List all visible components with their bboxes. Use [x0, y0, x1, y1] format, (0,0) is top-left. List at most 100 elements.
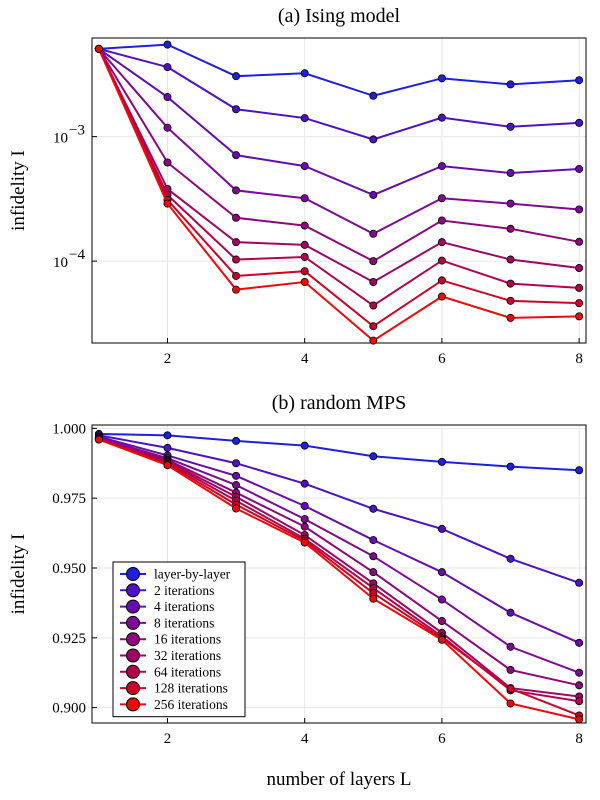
data-point — [437, 162, 446, 171]
data-point — [437, 595, 446, 604]
data-point — [369, 452, 378, 461]
data-point — [575, 264, 584, 273]
data-point — [437, 113, 446, 122]
y-tick-exponent: −4 — [69, 247, 85, 263]
data-point — [300, 194, 309, 203]
data-point — [369, 229, 378, 238]
series-layer-by-layer — [94, 40, 584, 100]
legend-swatch-marker — [126, 632, 140, 647]
data-point — [575, 697, 584, 706]
data-point — [232, 285, 241, 294]
data-point — [506, 462, 515, 471]
series-line — [98, 438, 580, 721]
data-point — [369, 594, 378, 603]
data-point — [506, 199, 515, 208]
data-point — [506, 642, 515, 651]
legend-swatch-marker — [126, 697, 140, 712]
data-point — [163, 431, 172, 440]
data-point — [437, 635, 446, 644]
data-point — [575, 118, 584, 127]
data-point — [575, 681, 584, 690]
plot-frame — [91, 37, 587, 344]
data-point — [369, 336, 378, 345]
data-point — [575, 237, 584, 246]
series-line — [98, 48, 580, 235]
legend-label: 4 iterations — [154, 599, 214, 614]
series-line — [98, 438, 580, 717]
data-point — [437, 292, 446, 301]
x-tick-label: 8 — [575, 351, 583, 367]
y-tick-label: 0.900 — [52, 701, 86, 717]
data-point — [506, 255, 515, 264]
data-point — [163, 461, 172, 470]
data-point — [506, 296, 515, 305]
data-point — [232, 213, 241, 222]
data-point — [163, 93, 172, 102]
data-point — [232, 504, 241, 513]
legend-label: 128 iterations — [154, 681, 228, 696]
legend-swatch-marker — [126, 681, 140, 696]
data-point — [575, 668, 584, 677]
data-point — [300, 441, 309, 450]
data-point — [506, 313, 515, 322]
data-point — [506, 699, 515, 708]
series-line — [98, 437, 580, 687]
data-point — [232, 459, 241, 468]
x-tick-label: 2 — [164, 731, 172, 747]
data-point — [300, 501, 309, 510]
y-tick-label: 0.950 — [52, 561, 86, 577]
data-point — [163, 199, 172, 208]
data-point — [437, 194, 446, 203]
panel-b: 2 4 6 8 0.900 0.925 0.950 0.975 1.000 (b) random … — [8, 392, 587, 790]
legend-swatch-marker — [126, 567, 140, 581]
data-point — [300, 522, 309, 531]
data-point — [506, 279, 515, 288]
data-point — [506, 169, 515, 178]
data-point — [575, 578, 584, 587]
data-point — [437, 617, 446, 626]
series-16-iterations — [94, 44, 584, 266]
legend-swatch-marker — [126, 599, 140, 614]
data-point — [300, 267, 309, 276]
data-point — [300, 515, 309, 524]
data-point — [300, 240, 309, 249]
x-tick-label: 8 — [575, 731, 583, 747]
data-point — [369, 504, 378, 513]
data-point — [437, 238, 446, 247]
data-point — [300, 221, 309, 230]
data-point — [232, 72, 241, 81]
data-point — [437, 216, 446, 225]
data-point — [575, 466, 584, 475]
series-line — [98, 438, 580, 698]
legend-swatch-marker — [126, 583, 140, 598]
series-line — [98, 437, 580, 674]
y-axis-label: infidelity I — [8, 150, 29, 231]
data-point — [575, 638, 584, 647]
series-line — [98, 48, 580, 197]
plot-frame — [91, 424, 587, 724]
legend-label: 2 iterations — [154, 583, 214, 598]
y-tick-exponent: −3 — [69, 123, 85, 139]
y-tick-label: 0.925 — [52, 631, 86, 647]
series-256-iterations — [94, 44, 584, 345]
data-point — [232, 255, 241, 264]
series-line — [97, 48, 580, 328]
data-point — [94, 435, 103, 444]
series-line — [98, 47, 580, 141]
data-point — [575, 312, 584, 321]
legend-label: 32 iterations — [154, 648, 221, 663]
data-point — [369, 190, 378, 199]
y-tick-label: 0.975 — [52, 491, 86, 507]
legend-swatch-marker — [126, 664, 140, 679]
data-point — [232, 238, 241, 247]
y-tick-label: 10 — [53, 255, 68, 271]
data-point — [300, 277, 309, 286]
data-point — [506, 80, 515, 89]
data-point — [163, 158, 172, 167]
x-tick-label: 2 — [164, 351, 172, 367]
data-point — [437, 256, 446, 265]
data-point — [437, 568, 446, 577]
data-point — [300, 479, 309, 488]
